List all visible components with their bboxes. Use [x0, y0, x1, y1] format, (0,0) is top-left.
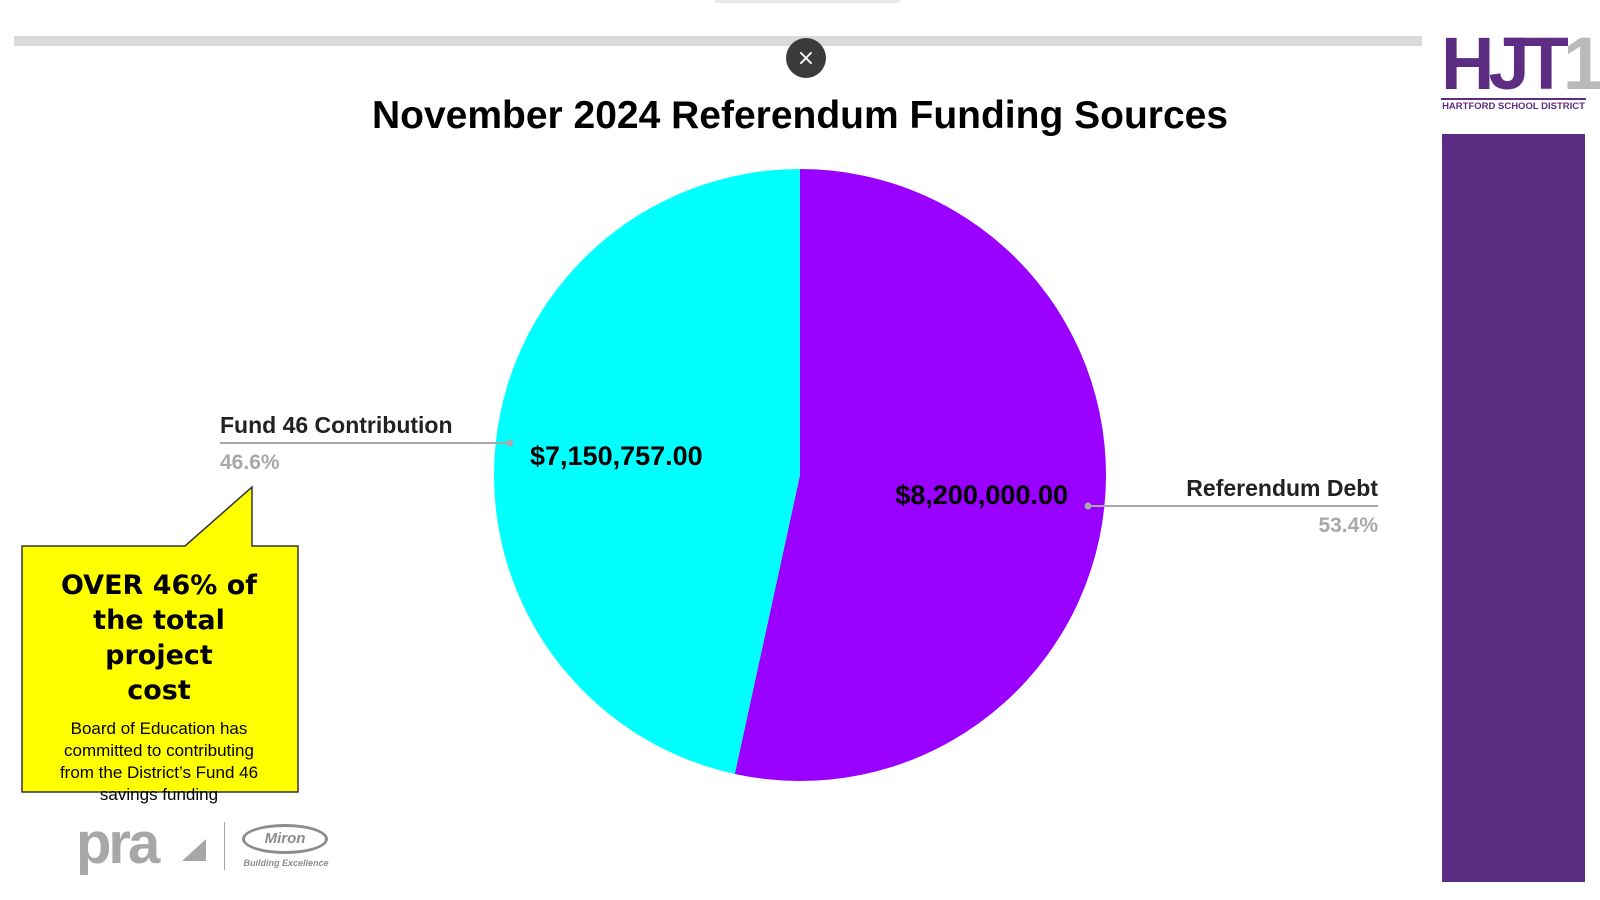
callout-headline: OVER 46% of the total project cost: [36, 568, 282, 708]
logo-text-purple: HJT: [1441, 22, 1569, 105]
pra-logo-triangle: [182, 839, 206, 861]
miron-logo-mark: [242, 824, 328, 854]
slice-percent-debt: 53.4%: [1318, 514, 1378, 537]
slice-label-debt: Referendum Debt: [1186, 475, 1378, 501]
close-icon: ×: [796, 45, 816, 71]
slide-progress-track[interactable]: [14, 36, 1422, 46]
callout-headline-line: the total project: [93, 605, 225, 671]
callout-text-line: committed to contributing: [64, 741, 254, 760]
callout-text-line: from the District’s Fund 46: [59, 763, 259, 782]
callout-shape: [21, 485, 299, 793]
callout-headline-line: cost: [127, 675, 191, 706]
slice-label-fund46: Fund 46 Contribution: [220, 412, 453, 438]
pie-slice-fund-46-contribution: [493, 169, 800, 774]
callout-box: OVER 46% of the total project cost Board…: [22, 546, 296, 804]
chart-title: November 2024 Referendum Funding Sources: [371, 94, 1229, 137]
side-accent-bar: [1442, 134, 1585, 882]
pie-slice-referendum-debt: [734, 169, 1106, 781]
logo-text-gray: 1: [1562, 22, 1600, 105]
leader-dot-debt: [1084, 502, 1092, 510]
leader-dot-fund46: [506, 439, 514, 447]
pra-logo: pra: [76, 811, 160, 876]
top-tab-handle: [715, 0, 900, 3]
slice-percent-fund46: 46.6%: [220, 451, 280, 474]
callout-headline-line: OVER 46% of: [60, 570, 258, 601]
callout-text-line: savings funding: [99, 785, 219, 804]
callout-text: Board of Education has committed to cont…: [36, 718, 282, 806]
district-logo: HJT1 HARTFORD SCHOOL DISTRICT: [1441, 24, 1600, 114]
footer-divider: [224, 822, 225, 870]
slice-value-debt: $8,200,000.00: [895, 480, 1068, 510]
miron-tagline: Building Excellence: [243, 858, 329, 868]
callout-text-line: Board of Education has: [70, 719, 248, 738]
footer-logos: pra Miron Building Excellence: [76, 811, 336, 876]
slice-value-fund46: $7,150,757.00: [530, 441, 703, 471]
miron-logo: Miron: [264, 830, 306, 847]
logo-rule: [1441, 98, 1586, 100]
logo-subtitle: HARTFORD SCHOOL DISTRICT: [1442, 101, 1585, 112]
pie-slices: [493, 169, 1106, 781]
close-button[interactable]: ×: [786, 38, 826, 78]
pie-labels: Fund 46 Contribution 46.6% $7,150,757.00…: [220, 412, 1378, 537]
